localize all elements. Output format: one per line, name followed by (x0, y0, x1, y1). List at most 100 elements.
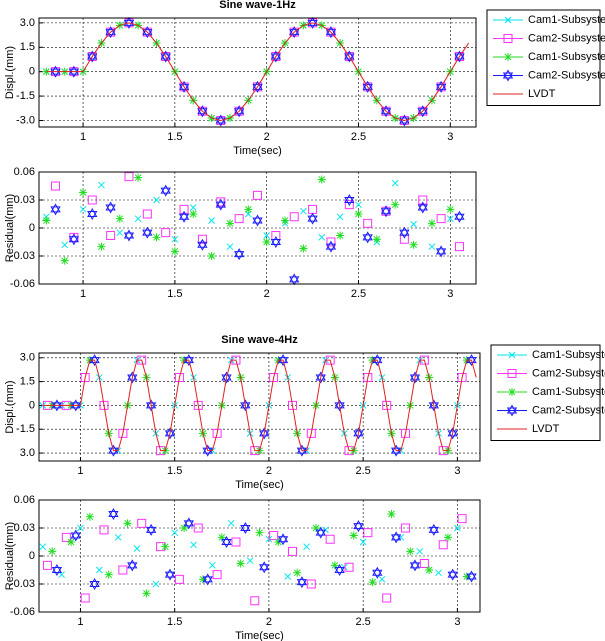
data-point (95, 566, 103, 574)
legend-marker (504, 16, 512, 24)
x-axis-label: Time(sec) (235, 630, 283, 641)
data-point (296, 444, 308, 457)
x-axis-label: Time(sec) (233, 145, 281, 157)
x-tick-label: 3 (454, 616, 460, 628)
data-point (246, 557, 254, 565)
data-point (152, 233, 161, 242)
x-tick-label: 2 (266, 616, 272, 628)
data-point (51, 563, 63, 577)
data-point (160, 50, 171, 63)
data-point (142, 226, 153, 239)
data-point (123, 519, 132, 528)
data-point (325, 240, 337, 253)
data-point (174, 574, 184, 584)
x-tick-label: 1 (80, 288, 86, 300)
y-tick-label: 1.5 (20, 375, 35, 387)
data-point (61, 400, 71, 410)
data-point (410, 220, 417, 228)
data-point (134, 215, 142, 223)
x-tick-label: 2.5 (356, 465, 371, 477)
data-point (179, 204, 189, 214)
data-point (50, 203, 61, 216)
data-point (306, 579, 316, 589)
legend-label: Cam1-Subsystem1 (528, 14, 605, 26)
data-point (212, 570, 222, 580)
plot-frame (38, 171, 477, 285)
x-tick-label: 1.5 (167, 131, 182, 143)
y-tick-label: 3.0 (20, 352, 35, 364)
data-point (89, 354, 100, 367)
x-tick-label: 2 (266, 465, 272, 477)
data-point (79, 205, 87, 213)
y-tick-label: -3.0 (16, 114, 35, 126)
data-point (344, 50, 355, 63)
y-tick-label: 0.03 (14, 194, 35, 206)
data-point (170, 247, 179, 256)
data-point (281, 216, 290, 225)
x-axis-label: Time(sec) (235, 479, 283, 491)
data-point (390, 531, 402, 544)
legend-box (490, 344, 601, 441)
chart-title: Sine wave-1Hz (219, 0, 296, 11)
data-point (317, 175, 326, 184)
x-tick-label: 1.5 (167, 288, 182, 300)
data-point (252, 80, 263, 93)
data-point (197, 238, 208, 251)
data-point (287, 400, 297, 410)
data-point (344, 193, 355, 207)
legend-marker (502, 69, 514, 82)
data-point (399, 226, 410, 239)
data-point (435, 569, 442, 577)
data-point (362, 80, 373, 93)
data-point (142, 589, 151, 598)
x-tick-label: 1 (77, 465, 83, 477)
data-point (296, 576, 308, 589)
x-tick-label: 1 (80, 131, 86, 143)
data-point (104, 570, 113, 579)
y-tick-label: -0.03 (10, 250, 35, 262)
data-point (253, 190, 262, 200)
data-point (277, 354, 289, 367)
data-point (79, 188, 88, 197)
legend-marker (506, 404, 518, 417)
plot-frame (38, 499, 481, 613)
data-point (401, 428, 411, 438)
data-point (344, 562, 354, 572)
data-point (189, 204, 197, 211)
y-tick-label: 0.03 (14, 522, 35, 534)
data-point (123, 16, 135, 29)
data-point (118, 428, 128, 438)
legend-label: LVDT (528, 88, 556, 100)
data-point (134, 173, 143, 182)
y-tick-label: 0.06 (14, 166, 35, 178)
data-point (382, 593, 392, 603)
data-point (60, 256, 69, 265)
data-point (68, 233, 80, 246)
data-point (380, 205, 392, 218)
data-line (46, 22, 470, 122)
data-point (114, 533, 122, 541)
y-tick-label: -0.06 (10, 606, 35, 618)
data-point (263, 232, 271, 239)
data-point (287, 546, 297, 556)
data-point (207, 252, 216, 260)
data-point (226, 243, 234, 251)
data-point (349, 531, 358, 540)
data-point (108, 444, 119, 457)
data-point (250, 446, 260, 456)
data-point (142, 209, 152, 219)
data-point (152, 580, 160, 588)
data-point (115, 214, 124, 223)
data-point (406, 547, 415, 556)
data-point (443, 533, 452, 542)
data-point (178, 80, 190, 93)
data-point (466, 570, 477, 583)
data-point (215, 114, 226, 127)
plot-frame (38, 352, 481, 462)
data-point (454, 242, 464, 252)
data-point (363, 218, 373, 228)
legend-marker (508, 351, 516, 359)
data-point (190, 541, 197, 549)
data-point (70, 529, 81, 542)
data-point (87, 195, 97, 205)
